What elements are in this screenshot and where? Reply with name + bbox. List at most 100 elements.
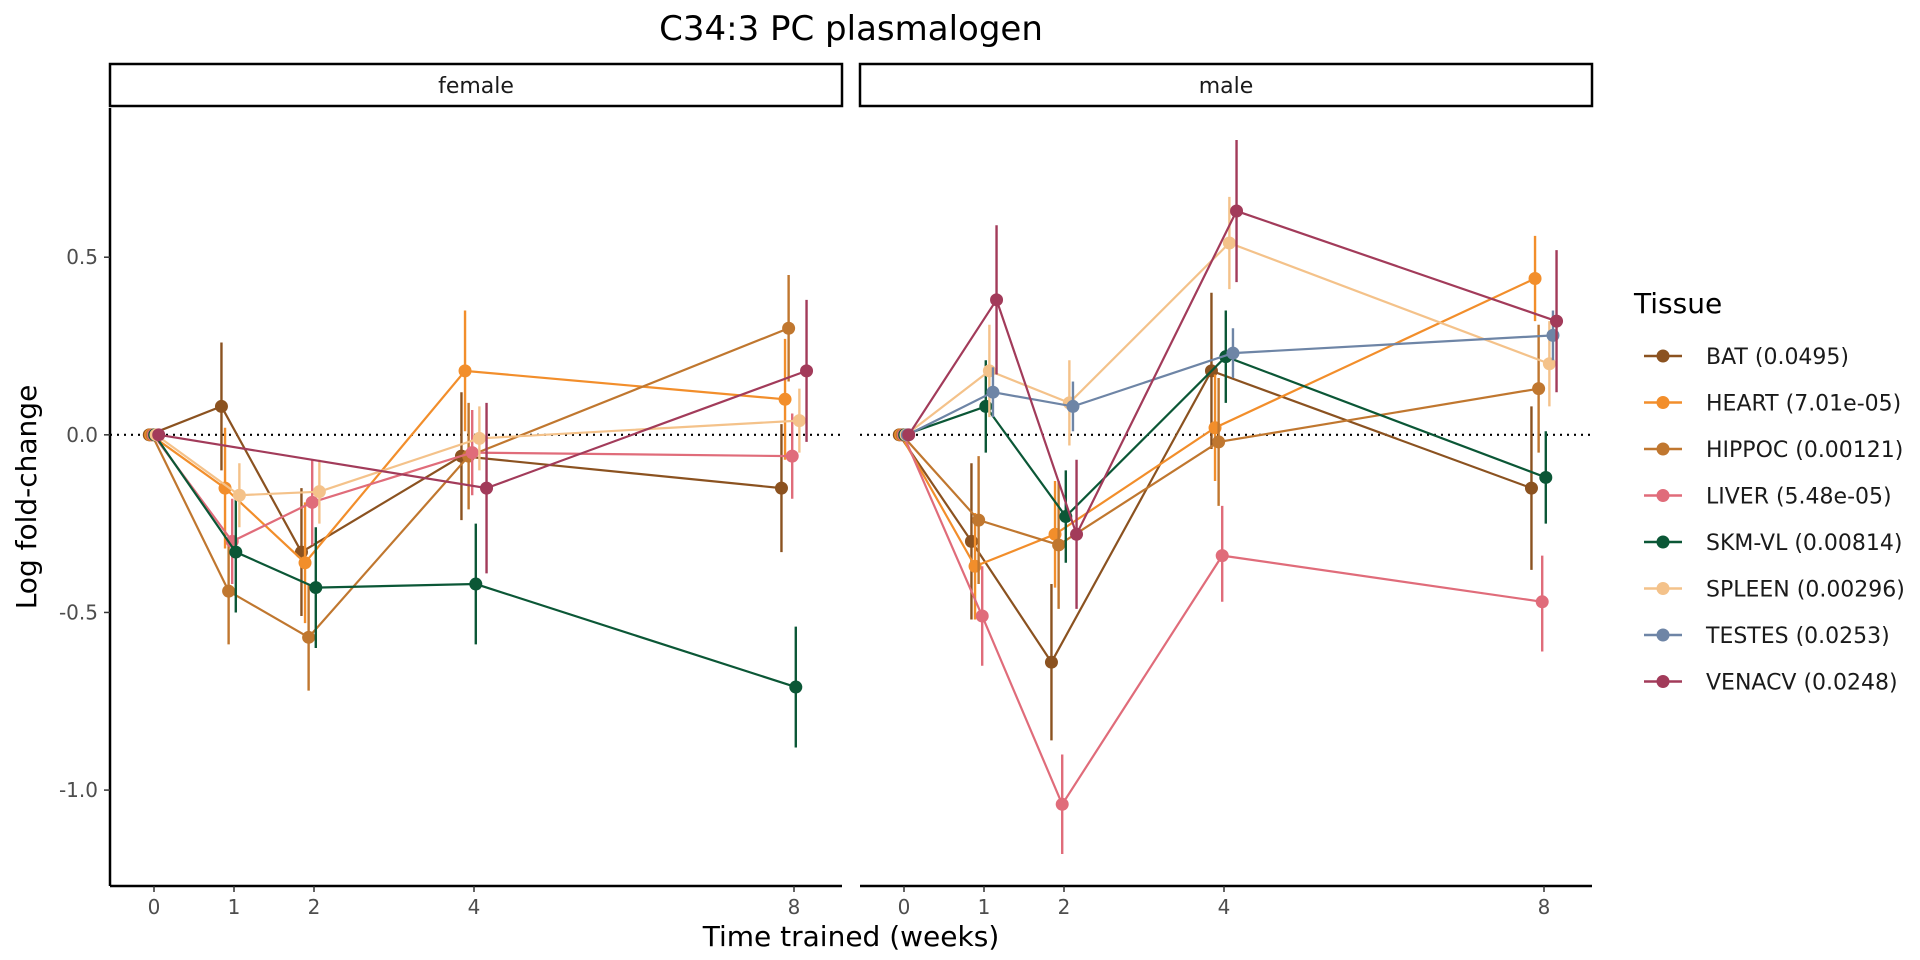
data-point	[1212, 435, 1226, 449]
data-point	[774, 481, 788, 495]
data-point	[232, 488, 246, 502]
data-point	[465, 446, 479, 460]
data-point	[302, 630, 316, 644]
legend-label: TESTES (0.0253)	[1705, 624, 1890, 649]
series-line	[902, 434, 1543, 807]
series-venacv	[152, 299, 814, 574]
y-tick-label: 0.5	[66, 245, 98, 269]
data-point	[480, 481, 494, 495]
x-tick-label: 4	[468, 895, 481, 919]
legend-label: SPLEEN (0.00296)	[1706, 578, 1905, 603]
y-tick-label: 0.0	[66, 423, 98, 447]
x-tick-label: 0	[898, 895, 911, 919]
data-point	[1055, 797, 1069, 811]
x-tick-label: 1	[978, 895, 991, 919]
x-tick-label: 2	[308, 895, 321, 919]
data-point	[469, 577, 483, 591]
data-point	[218, 481, 232, 495]
x-tick-label: 0	[148, 895, 161, 919]
legend-key-point	[1656, 349, 1670, 363]
data-point	[1066, 399, 1080, 413]
data-point	[990, 293, 1004, 307]
chart-title: C34:3 PC plasmalogen	[659, 9, 1043, 49]
data-point	[1230, 204, 1244, 218]
data-point	[1528, 272, 1542, 286]
series-skm-vl	[148, 428, 803, 748]
data-point	[229, 545, 243, 559]
data-point	[792, 414, 806, 428]
series-spleen	[899, 196, 1556, 446]
data-point	[789, 680, 803, 694]
data-point	[1539, 470, 1553, 484]
legend-item: BAT (0.0495)	[1644, 345, 1849, 370]
legend-items: BAT (0.0495) HEART (7.01e-05) HIPPOC (0.00…	[1644, 345, 1905, 696]
legend-item: LIVER (5.48e-05)	[1644, 485, 1892, 510]
legend-item: VENACV (0.0248)	[1644, 671, 1898, 696]
data-point	[472, 431, 486, 445]
x-tick-label: 8	[788, 895, 801, 919]
data-point	[1044, 655, 1058, 669]
x-tick-label: 4	[1218, 895, 1231, 919]
data-point	[1535, 595, 1549, 609]
x-tick-label: 8	[1538, 895, 1551, 919]
legend-key-point	[1656, 582, 1670, 595]
data-point	[214, 399, 228, 413]
data-point	[152, 428, 166, 442]
series-spleen	[149, 388, 806, 528]
panel-female: female -1.0 -0.5 0.0 0.5 0 1 2 4 8	[59, 62, 844, 919]
legend-label: BAT (0.0495)	[1706, 345, 1849, 370]
data-point	[1524, 481, 1538, 495]
legend-key-point	[1656, 396, 1670, 409]
x-axis-title: Time trained (weeks)	[702, 920, 1000, 953]
legend-item: HIPPOC (0.00121)	[1644, 438, 1903, 463]
data-point	[1215, 549, 1229, 563]
data-point	[1052, 538, 1066, 552]
legend-label: HIPPOC (0.00121)	[1706, 438, 1903, 463]
data-point	[305, 495, 319, 509]
legend-item: HEART (7.01e-05)	[1644, 392, 1901, 417]
data-point	[902, 428, 916, 442]
data-point	[778, 392, 792, 406]
data-point	[1070, 527, 1084, 541]
series-hippoc	[145, 274, 796, 691]
series-line	[901, 387, 1539, 547]
data-point	[1532, 382, 1546, 396]
legend-key-point	[1656, 628, 1670, 642]
series-venacv	[902, 139, 1564, 609]
data-point	[1542, 357, 1556, 371]
legend-label: SKM-VL (0.00814)	[1706, 531, 1902, 556]
facet-strip	[108, 62, 844, 108]
data-point	[1550, 314, 1564, 328]
data-point	[298, 556, 312, 570]
legend-item: SKM-VL (0.00814)	[1644, 531, 1902, 556]
series-line	[905, 241, 1550, 436]
legend-item: SPLEEN (0.00296)	[1644, 578, 1905, 603]
legend-label: HEART (7.01e-05)	[1706, 392, 1901, 417]
data-point	[785, 449, 799, 463]
legend-key-point	[1656, 489, 1670, 502]
legend-key-point	[1656, 442, 1670, 456]
legend-key-point	[1656, 535, 1670, 549]
data-point	[972, 513, 986, 527]
legend: Tissue BAT (0.0495) HEART (7.01e-05) HIPPO…	[1633, 287, 1905, 696]
data-point	[222, 584, 236, 598]
y-tick-label: -0.5	[59, 600, 98, 624]
data-point	[309, 581, 323, 595]
facet-label: female	[438, 74, 514, 99]
facet-label: male	[1199, 74, 1254, 99]
y-tick-label: -1.0	[59, 778, 98, 802]
data-point	[1226, 346, 1240, 360]
data-point	[782, 321, 796, 335]
legend-key-point	[1656, 675, 1670, 688]
legend-item: TESTES (0.0253)	[1644, 624, 1890, 649]
data-point	[1222, 236, 1236, 250]
x-tick-label: 1	[228, 895, 241, 919]
legend-label: LIVER (5.48e-05)	[1706, 485, 1892, 510]
legend-label: VENACV (0.0248)	[1706, 671, 1898, 696]
series-liver	[896, 428, 1549, 855]
data-point	[312, 485, 326, 499]
x-tick-label: 2	[1058, 895, 1071, 919]
data-point	[800, 364, 814, 378]
data-point	[975, 609, 989, 623]
